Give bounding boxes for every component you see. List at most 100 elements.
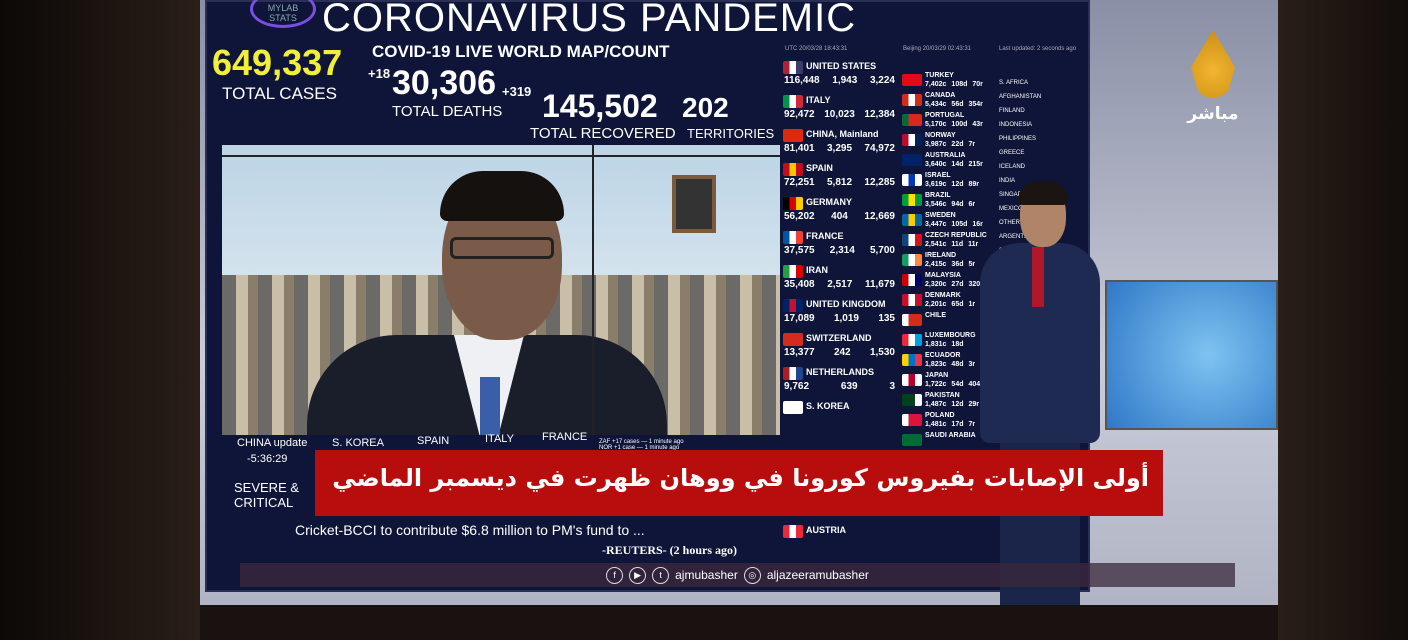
country-recovered: 3,224 [869, 75, 895, 86]
country-name: INDIA [999, 178, 1016, 184]
flag-icon [783, 163, 803, 176]
board-subtitle: COVID-19 LIVE WORLD MAP/COUNT [372, 42, 670, 61]
country-stat: 54d [951, 381, 964, 388]
alert-item: ZAF +17 cases — 1 minute ago [599, 439, 684, 445]
country-row: NORWAY 3,987c 22d 7r [902, 132, 994, 152]
guest-hair [440, 171, 564, 221]
country-stat: 12d [951, 181, 964, 188]
country-name: AUSTRALIA [925, 152, 966, 159]
country-name: GREECE [999, 150, 1025, 156]
country-stat: 12d [951, 401, 964, 408]
country-list-small: TURKEY 7,402c 108d 70r CANADA 5,434c 56d 354… [902, 72, 994, 452]
country-recovered: 12,669 [864, 211, 895, 222]
country-stat: 27d [951, 281, 964, 288]
country-cases: 13,377 [784, 347, 815, 358]
country-stat: 3,619c [925, 181, 947, 188]
country-row: LUXEMBOURG 1,831c 18d [902, 332, 994, 352]
flag-icon [902, 214, 922, 226]
flag-icon [783, 95, 803, 108]
country-name: JAPAN [925, 372, 949, 379]
aljazeera-mubasher-logo: مباشر [1178, 30, 1248, 145]
country-stat: 3,640c [925, 161, 947, 168]
last-updated: Last updated: 2 seconds ago [999, 46, 1077, 52]
country-row: ISRAEL 3,619c 12d 89r [902, 172, 994, 192]
flag-icon [902, 274, 922, 286]
social-handle[interactable]: ajmubasher [675, 568, 738, 582]
country-name: MALAYSIA [925, 272, 961, 279]
country-name: BRAZIL [925, 192, 951, 199]
flag-icon [902, 234, 922, 246]
country-stat: 2,201c [925, 301, 947, 308]
mylab-stats-logo: MYLAB STATS [250, 0, 316, 28]
screen-seam [222, 155, 780, 157]
country-name: ARGENTINA [999, 234, 1035, 240]
twitter-icon[interactable]: t [652, 566, 670, 584]
china-update-label: CHINA update [237, 437, 308, 449]
country-name: PHILIPPINES [999, 136, 1037, 142]
country-stat: 29r [968, 401, 979, 408]
beijing-time: Beijing 20/03/29 02:43:31 [903, 46, 972, 52]
flag-icon [902, 394, 922, 406]
flag-icon [783, 265, 803, 278]
country-deaths: 2,517 [827, 279, 853, 290]
social-handle[interactable]: aljazeeramubasher [766, 568, 869, 582]
country-recovered: 135 [878, 313, 895, 324]
flag-icon [902, 114, 922, 126]
country-name: SWITZERLAND [806, 333, 872, 343]
alerts-feed: ZAF +17 cases — 1 minute ago NOR +1 case… [599, 439, 779, 451]
news-ticker: Cricket-BCCI to contribute $6.8 million … [295, 522, 645, 538]
country-name: S. KOREA [806, 401, 850, 411]
deaths-delta: +319 [502, 84, 532, 99]
country-name: TURKEY [925, 72, 954, 79]
country-row: FRANCE 37,575 2,314 5,700 [782, 228, 897, 262]
country-row: AUSTRALIA 3,640c 14d 215r [902, 152, 994, 172]
flag-icon [902, 154, 922, 166]
video-frame[interactable]: MYLAB STATS CORONAVIRUS PANDEMIC COVID-1… [200, 0, 1278, 605]
flag-icon [902, 354, 922, 366]
board-title: CORONAVIRUS PANDEMIC [322, 0, 857, 40]
flag-icon [783, 231, 803, 244]
country-recovered: 12,384 [864, 109, 895, 120]
country-stat: 65d [951, 301, 964, 308]
country-row: AUSTRIA [782, 522, 897, 556]
country-name: NETHERLANDS [806, 367, 875, 377]
flag-icon [783, 333, 803, 346]
total-cases: 649,337 [212, 42, 343, 83]
country-stat: 108d [951, 81, 968, 88]
country-row: CHILE [902, 312, 994, 332]
flag-icon [902, 414, 922, 426]
country-row: IRELAND 2,415c 36d 5r [902, 252, 994, 272]
country-cases: 72,251 [784, 177, 815, 188]
alert-item: NOR +1 case — 1 minute ago [599, 445, 680, 451]
country-stat: 1,722c [925, 381, 947, 388]
letterbox-left [0, 0, 200, 640]
country-row: ITALY 92,472 10,023 12,384 [782, 92, 897, 126]
country-name: PORTUGAL [925, 112, 965, 119]
total-deaths-label: TOTAL DEATHS [392, 103, 503, 120]
country-stat: 1,823c [925, 361, 947, 368]
country-stat: 89r [968, 181, 979, 188]
country-row: SWEDEN 3,447c 105d 16r [902, 212, 994, 232]
social-bar: f ▶ t ajmubasher ◎ aljazeeramubasher [240, 563, 1235, 587]
country-stat: 2,541c [925, 241, 947, 248]
facebook-icon[interactable]: f [606, 566, 624, 584]
presenter-tie [1032, 247, 1044, 307]
country-stat: 5,170c [925, 121, 947, 128]
france-label: FRANCE [542, 431, 588, 443]
utc-time: UTC 20/03/28 18:43:31 [785, 46, 848, 52]
country-name: ICELAND [999, 164, 1026, 170]
country-row: NETHERLANDS 9,762 639 3 [782, 364, 897, 398]
country-row: GERMANY 56,202 404 12,669 [782, 194, 897, 228]
country-stat: 3,987c [925, 141, 947, 148]
country-stat: 70r [972, 81, 983, 88]
country-name: POLAND [925, 412, 955, 419]
youtube-icon[interactable]: ▶ [629, 566, 647, 584]
country-name: CHINA, Mainland [806, 129, 879, 139]
instagram-icon[interactable]: ◎ [743, 566, 761, 584]
country-name: FRANCE [806, 231, 844, 241]
country-stat: 7r [968, 141, 976, 148]
flag-icon [783, 525, 803, 538]
channel-logo-text: مباشر [1187, 104, 1239, 124]
presenter-hair [1018, 181, 1068, 205]
country-row: ECUADOR 1,823c 48d 3r [902, 352, 994, 372]
